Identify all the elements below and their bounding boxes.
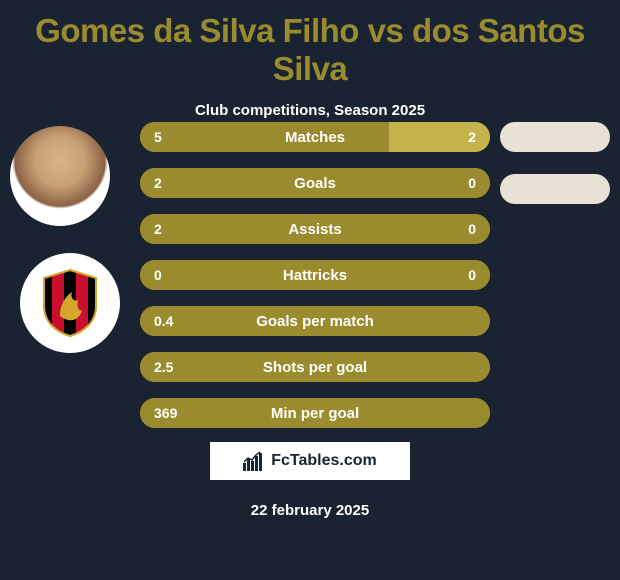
stat-row: 2.5Shots per goal bbox=[140, 352, 490, 382]
opponent-avatar-slot-2 bbox=[500, 174, 610, 204]
stat-row: 00Hattricks bbox=[140, 260, 490, 290]
stats-container: 52Matches 20Goals 20Assists 00Hattricks 0.4G… bbox=[140, 122, 490, 444]
club-shield-icon bbox=[40, 268, 100, 338]
stat-label: Goals per match bbox=[140, 313, 490, 330]
stat-label: Matches bbox=[140, 129, 490, 146]
date-label: 22 february 2025 bbox=[0, 502, 620, 519]
fctables-logo: FcTables.com bbox=[210, 442, 410, 480]
stat-row: 369Min per goal bbox=[140, 398, 490, 428]
stat-row: 52Matches bbox=[140, 122, 490, 152]
chart-icon bbox=[243, 451, 265, 471]
stat-label: Goals bbox=[140, 175, 490, 192]
stat-row: 0.4Goals per match bbox=[140, 306, 490, 336]
stat-row: 20Goals bbox=[140, 168, 490, 198]
logo-text: FcTables.com bbox=[271, 452, 377, 470]
stat-label: Hattricks bbox=[140, 267, 490, 284]
opponent-avatar-slot-1 bbox=[500, 122, 610, 152]
page-title: Gomes da Silva Filho vs dos Santos Silva bbox=[0, 0, 620, 88]
stat-row: 20Assists bbox=[140, 214, 490, 244]
stat-label: Assists bbox=[140, 221, 490, 238]
player-avatar bbox=[10, 126, 110, 226]
stat-label: Min per goal bbox=[140, 405, 490, 422]
subtitle: Club competitions, Season 2025 bbox=[0, 102, 620, 119]
stat-label: Shots per goal bbox=[140, 359, 490, 376]
club-avatar bbox=[20, 253, 120, 353]
